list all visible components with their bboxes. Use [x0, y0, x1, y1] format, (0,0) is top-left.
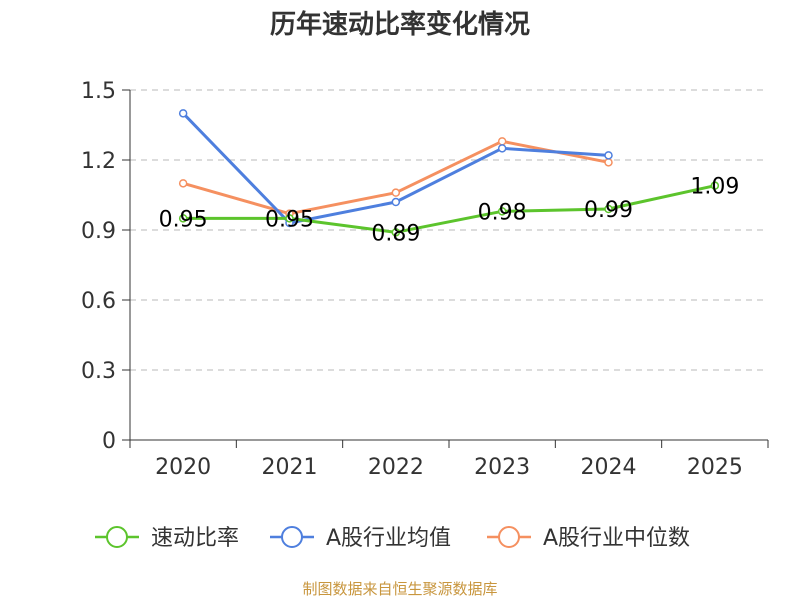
data-point [391, 188, 401, 197]
chart-title: 历年速动比率变化情况 [269, 10, 530, 40]
x-tick-label: 2024 [581, 455, 637, 480]
y-tick-label: 1.2 [81, 149, 116, 174]
y-tick-label: 0.3 [81, 359, 116, 384]
x-tick-label: 2022 [368, 455, 424, 480]
data-label: 1.09 [690, 175, 739, 200]
source-note: 制图数据来自恒生聚源数据库 [302, 580, 498, 598]
legend-label: A股行业均值 [326, 526, 451, 551]
data-labels: 0.95 0.95 0.89 0.98 0.99 1.09 [159, 175, 740, 247]
data-point [178, 214, 188, 223]
data-label: 0.89 [371, 221, 420, 246]
data-label: 0.95 [159, 207, 208, 232]
legend-marker [106, 526, 128, 548]
legend-marker [498, 526, 520, 548]
data-point [391, 228, 401, 237]
data-point [497, 207, 507, 216]
legend-label: A股行业中位数 [543, 526, 690, 551]
data-label: 0.99 [584, 198, 633, 223]
legend-item: 速动比率 [95, 526, 239, 551]
x-tick-label: 2025 [687, 455, 743, 480]
series-lines [178, 109, 720, 237]
legend-label: 速动比率 [151, 526, 239, 551]
data-point [285, 214, 294, 223]
data-point [604, 151, 613, 160]
data-point [391, 197, 401, 207]
y-tick-label: 0 [102, 429, 116, 454]
x-tick-label: 2021 [262, 455, 318, 480]
y-tick-label: 1.5 [81, 79, 116, 104]
y-tick-label: 0.9 [81, 219, 116, 244]
y-tick-label: 0.6 [81, 289, 116, 314]
x-tick-label: 2020 [155, 455, 211, 480]
series-line [183, 184, 716, 234]
data-point [178, 179, 188, 188]
series-line [182, 112, 609, 225]
legend-marker [281, 526, 303, 548]
grid-lines [130, 89, 764, 371]
legend-item: A股行业中位数 [487, 526, 690, 551]
legend-item: A股行业均值 [270, 526, 451, 551]
axes: 0 0.3 0.6 0.9 1.2 1.5 2020 2021 2022 2023 2024 2025 [81, 79, 769, 480]
data-point [497, 144, 507, 153]
data-label: 0.95 [265, 207, 314, 232]
x-tick-label: 2023 [474, 455, 530, 480]
data-point [710, 181, 720, 190]
data-point [178, 109, 188, 118]
data-point [604, 158, 613, 167]
data-label: 0.98 [478, 200, 527, 225]
data-point [497, 137, 507, 146]
data-point [604, 204, 613, 214]
legend: 速动比率 A股行业均值 A股行业中位数 [95, 526, 690, 551]
